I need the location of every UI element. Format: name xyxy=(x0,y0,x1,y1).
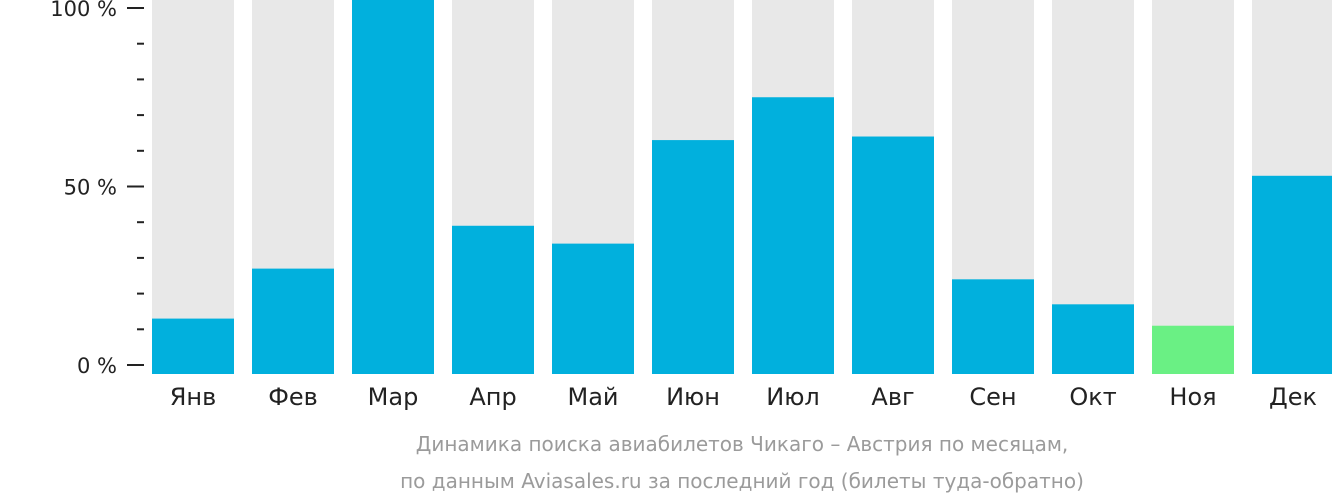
x-tick-label: Фев xyxy=(268,383,318,411)
x-tick-label: Ноя xyxy=(1169,383,1216,411)
bar-12 xyxy=(1252,175,1332,374)
y-axis: 0 % 50 % 100 % xyxy=(50,0,144,378)
bar-9 xyxy=(952,279,1034,374)
x-axis-labels: Янв Фев Мар Апр Май Июн Июл Авг Сен Окт Ноя Дек xyxy=(170,383,1317,411)
x-tick-label: Окт xyxy=(1069,383,1116,411)
bar-4 xyxy=(452,225,534,374)
x-tick-label: Июл xyxy=(766,383,820,411)
bars xyxy=(152,0,1332,374)
bar-11 xyxy=(1152,325,1234,374)
bar-3 xyxy=(352,0,434,374)
y-tick-label: 100 % xyxy=(50,0,117,21)
chart-caption-line-1: Динамика поиска авиабилетов Чикаго – Авс… xyxy=(416,432,1069,456)
x-tick-label: Сен xyxy=(969,383,1016,411)
x-tick-label: Авг xyxy=(871,383,914,411)
x-tick-label: Апр xyxy=(469,383,516,411)
y-tick-label: 50 % xyxy=(64,176,117,200)
chart-caption-line-2: по данным Aviasales.ru за последний год … xyxy=(400,469,1084,493)
bar-10 xyxy=(1052,304,1134,374)
x-tick-label: Июн xyxy=(666,383,720,411)
bar-8 xyxy=(852,136,934,374)
x-tick-label: Май xyxy=(567,383,618,411)
bar-track-11 xyxy=(1152,0,1234,374)
x-tick-label: Янв xyxy=(170,383,217,411)
bar-5 xyxy=(552,243,634,374)
x-tick-label: Мар xyxy=(368,383,419,411)
x-tick-label: Дек xyxy=(1269,383,1317,411)
y-tick-label: 0 % xyxy=(77,354,117,378)
bar-7 xyxy=(752,97,834,374)
bar-1 xyxy=(152,318,234,374)
bar-track-1 xyxy=(152,0,234,374)
bar-6 xyxy=(652,140,734,374)
bar-2 xyxy=(252,268,334,374)
